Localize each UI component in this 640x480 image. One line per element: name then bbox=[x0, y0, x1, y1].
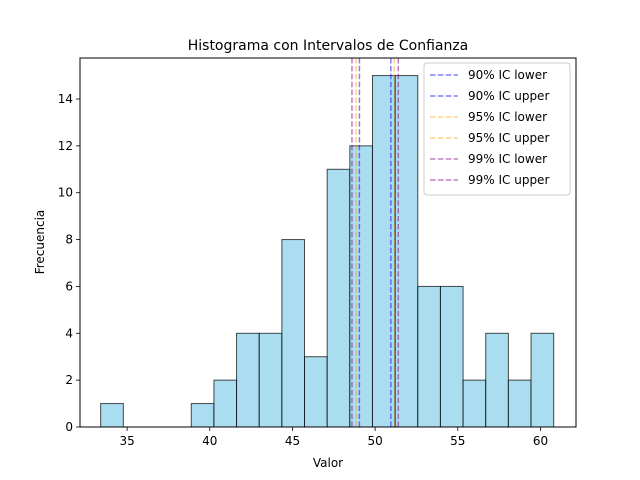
y-tick-label: 14 bbox=[58, 92, 73, 106]
histogram-bar bbox=[439, 285, 464, 428]
y-tick-label: 8 bbox=[65, 233, 73, 247]
legend-label: 90% IC lower bbox=[468, 68, 547, 82]
histogram-bar bbox=[213, 379, 238, 428]
histogram-bar bbox=[100, 403, 124, 428]
y-tick-label: 2 bbox=[65, 373, 73, 387]
y-axis-ticks: 0 2 4 6 8 10 12 14 bbox=[58, 92, 80, 434]
x-tick-label: 40 bbox=[202, 434, 217, 448]
plot-frame bbox=[79, 57, 577, 428]
histogram-bar bbox=[326, 168, 351, 428]
histogram-bar bbox=[304, 356, 328, 428]
histogram-bar bbox=[417, 285, 441, 428]
chart-title: Histograma con Intervalos de Confianza bbox=[188, 38, 469, 54]
legend-box bbox=[423, 62, 571, 196]
histogram-bar bbox=[530, 332, 555, 428]
legend: 90% IC lower 90% IC upper 95% IC lower 95% … bbox=[423, 62, 571, 196]
histogram-bar bbox=[485, 332, 509, 428]
histogram-bar bbox=[236, 332, 260, 428]
x-axis-ticks: 35 40 45 50 55 60 bbox=[119, 427, 548, 448]
histogram-bar bbox=[190, 403, 215, 428]
legend-label: 99% IC lower bbox=[468, 152, 547, 166]
y-tick-label: 12 bbox=[58, 139, 73, 153]
x-tick-label: 55 bbox=[450, 434, 465, 448]
y-tick-label: 10 bbox=[58, 186, 73, 200]
histogram-bar bbox=[281, 239, 306, 428]
histogram-bar bbox=[371, 75, 396, 428]
y-tick-label: 0 bbox=[65, 420, 73, 434]
legend-label: 99% IC upper bbox=[468, 173, 549, 187]
legend-label: 95% IC upper bbox=[468, 131, 549, 145]
y-axis-title: Frecuencia bbox=[33, 210, 47, 275]
y-tick-label: 6 bbox=[65, 279, 73, 293]
x-tick-label: 60 bbox=[533, 434, 548, 448]
x-tick-label: 50 bbox=[367, 434, 382, 448]
legend-label: 95% IC lower bbox=[468, 110, 547, 124]
y-tick-label: 4 bbox=[65, 326, 73, 340]
x-tick-label: 35 bbox=[119, 434, 134, 448]
x-tick-label: 45 bbox=[285, 434, 300, 448]
histogram-bar bbox=[462, 379, 487, 428]
legend-label: 90% IC upper bbox=[468, 89, 549, 103]
histogram-bar bbox=[507, 379, 532, 428]
confidence-interval-lines bbox=[351, 58, 400, 427]
histogram-bars bbox=[100, 75, 555, 428]
histogram-bar bbox=[349, 145, 373, 428]
histogram-bar bbox=[258, 332, 283, 428]
x-axis-title: Valor bbox=[313, 456, 343, 470]
